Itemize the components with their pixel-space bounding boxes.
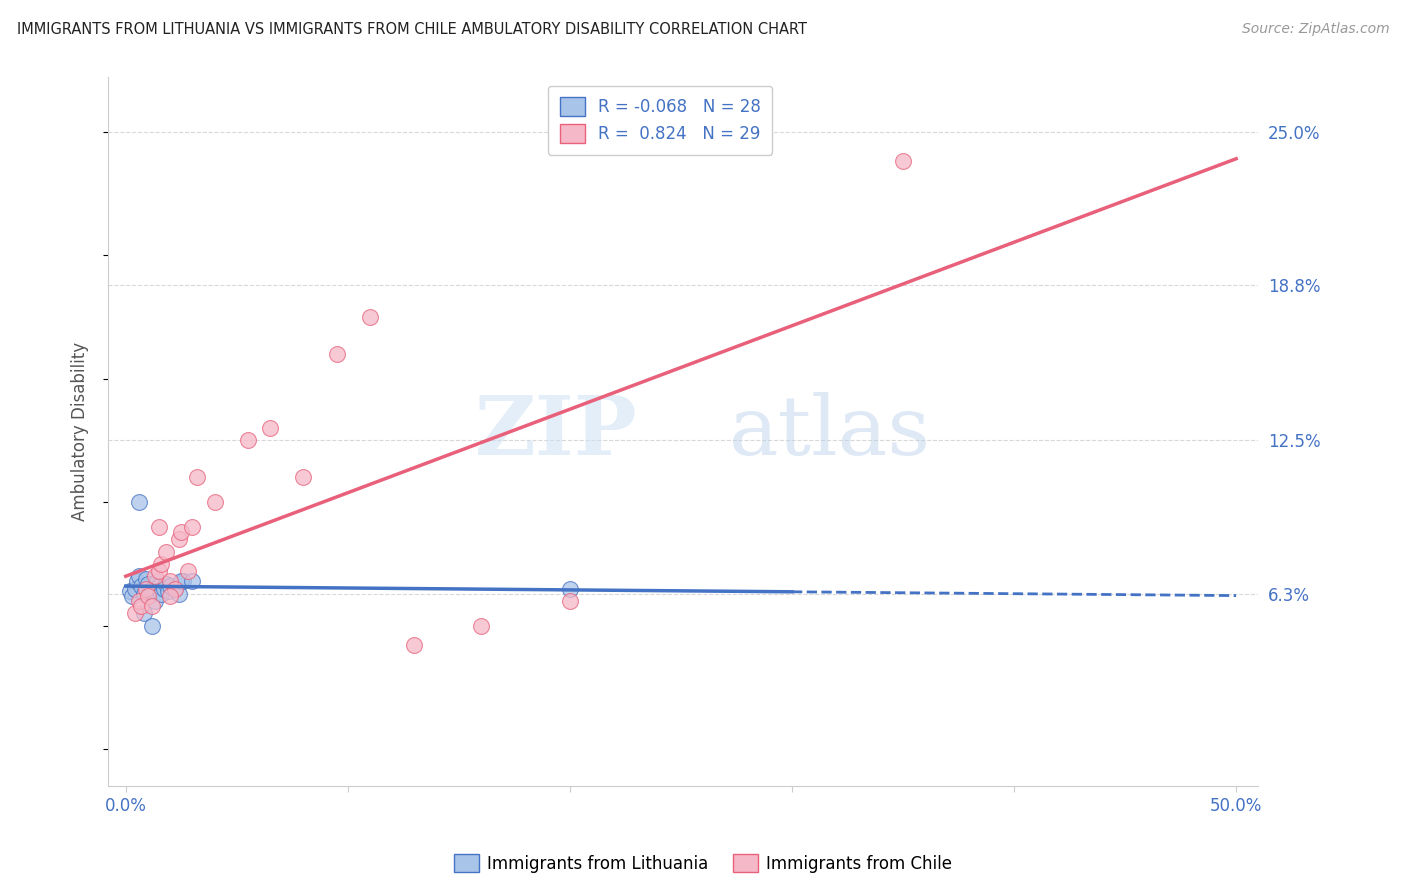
Point — [259, 421, 281, 435]
Point — [143, 594, 166, 608]
Point — [404, 639, 426, 653]
Text: atlas: atlas — [730, 392, 931, 472]
Point — [159, 589, 181, 603]
Point — [150, 586, 173, 600]
Point — [177, 564, 200, 578]
Point — [170, 574, 193, 589]
Point — [170, 524, 193, 539]
Point — [121, 589, 143, 603]
Point — [124, 607, 146, 621]
Point — [159, 574, 181, 589]
Point — [150, 557, 173, 571]
Point — [148, 564, 170, 578]
Legend: R = -0.068   N = 28, R =  0.824   N = 29: R = -0.068 N = 28, R = 0.824 N = 29 — [548, 86, 772, 155]
Point — [292, 470, 315, 484]
Point — [558, 594, 581, 608]
Point — [141, 618, 163, 632]
Point — [359, 310, 381, 324]
Point — [155, 544, 177, 558]
Point — [124, 582, 146, 596]
Point — [159, 579, 181, 593]
Point — [132, 586, 155, 600]
Point — [128, 569, 150, 583]
Point — [143, 569, 166, 583]
Point — [325, 347, 347, 361]
Point — [167, 586, 190, 600]
Point — [141, 582, 163, 596]
Text: Source: ZipAtlas.com: Source: ZipAtlas.com — [1241, 22, 1389, 37]
Point — [129, 579, 152, 593]
Point — [146, 574, 169, 589]
Point — [891, 154, 914, 169]
Point — [152, 582, 174, 596]
Point — [132, 607, 155, 621]
Point — [173, 574, 195, 589]
Point — [163, 582, 186, 596]
Text: IMMIGRANTS FROM LITHUANIA VS IMMIGRANTS FROM CHILE AMBULATORY DISABILITY CORRELA: IMMIGRANTS FROM LITHUANIA VS IMMIGRANTS … — [17, 22, 807, 37]
Point — [186, 470, 208, 484]
Point — [120, 584, 142, 599]
Point — [558, 582, 581, 596]
Point — [148, 579, 170, 593]
Point — [135, 572, 157, 586]
Point — [181, 574, 204, 589]
Point — [181, 520, 204, 534]
Point — [148, 520, 170, 534]
Point — [204, 495, 226, 509]
Point — [141, 599, 163, 613]
Y-axis label: Ambulatory Disability: Ambulatory Disability — [72, 343, 89, 521]
Point — [125, 574, 148, 589]
Point — [155, 576, 177, 591]
Point — [136, 576, 159, 591]
Point — [129, 599, 152, 613]
Legend: Immigrants from Lithuania, Immigrants from Chile: Immigrants from Lithuania, Immigrants fr… — [447, 847, 959, 880]
Point — [236, 434, 259, 448]
Point — [128, 594, 150, 608]
Text: ZIP: ZIP — [475, 392, 637, 472]
Point — [139, 584, 162, 599]
Point — [156, 584, 179, 599]
Point — [163, 582, 186, 596]
Point — [470, 618, 492, 632]
Point — [128, 495, 150, 509]
Point — [167, 532, 190, 546]
Point — [136, 589, 159, 603]
Point — [135, 582, 157, 596]
